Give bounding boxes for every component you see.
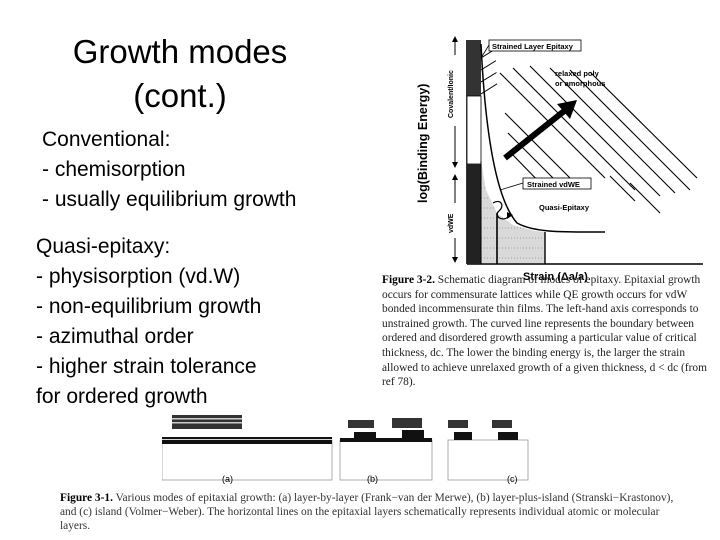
- figure-3-1-caption-text: Various modes of epitaxial growth: (a) l…: [60, 492, 674, 532]
- relaxed-label-1: relaxed poly: [555, 69, 600, 78]
- panel-c-label: (c): [507, 474, 518, 484]
- panel-b-label: (b): [367, 474, 378, 484]
- figure-3-2-caption: Figure 3-2. Schematic diagram of modes o…: [382, 273, 707, 390]
- quasi-epitaxy-list: Quasi-epitaxy: - physisorption (vd.W) - …: [36, 235, 262, 408]
- relaxed-label-2: or amorphous: [555, 79, 605, 88]
- strained-layer-epitaxy-label: Strained Layer Epitaxy: [492, 42, 574, 51]
- panel-b-layer-plus-island: [339, 418, 433, 481]
- figure-3-1-caption-label: Figure 3-1.: [60, 492, 113, 504]
- vdwe-axis-label: vdWE: [448, 213, 455, 233]
- panel-a-layer-by-layer: [162, 415, 333, 481]
- figure-3-1-caption: Figure 3-1. Various modes of epitaxial g…: [60, 491, 680, 533]
- panel-a-label: (a): [222, 474, 233, 484]
- x-axis-label: Strain (Δa/a): [523, 271, 588, 283]
- panel-c-island: [447, 420, 529, 481]
- epitaxy-modes-diagram: log(Binding Energy) Covalent/Ionic vdWE: [416, 36, 703, 283]
- y-axis-label: log(Binding Energy): [416, 84, 430, 203]
- figure-3-2-caption-label: Figure 3-2.: [382, 274, 435, 286]
- covalent-ionic-label: Covalent/Ionic: [448, 70, 455, 118]
- growth-modes-figure: (a) (b) (c): [162, 415, 529, 484]
- figure-3-2-caption-text: Schematic diagram of modes of epitaxy. E…: [382, 274, 707, 389]
- quasi-epitaxy-label: Quasi-Epitaxy: [539, 203, 590, 212]
- conventional-list: Conventional: - chemisorption - usually …: [42, 128, 297, 211]
- slide-title: Growth modes (cont.): [72, 33, 288, 114]
- strained-vdwe-label: Strained vdWE: [527, 180, 580, 189]
